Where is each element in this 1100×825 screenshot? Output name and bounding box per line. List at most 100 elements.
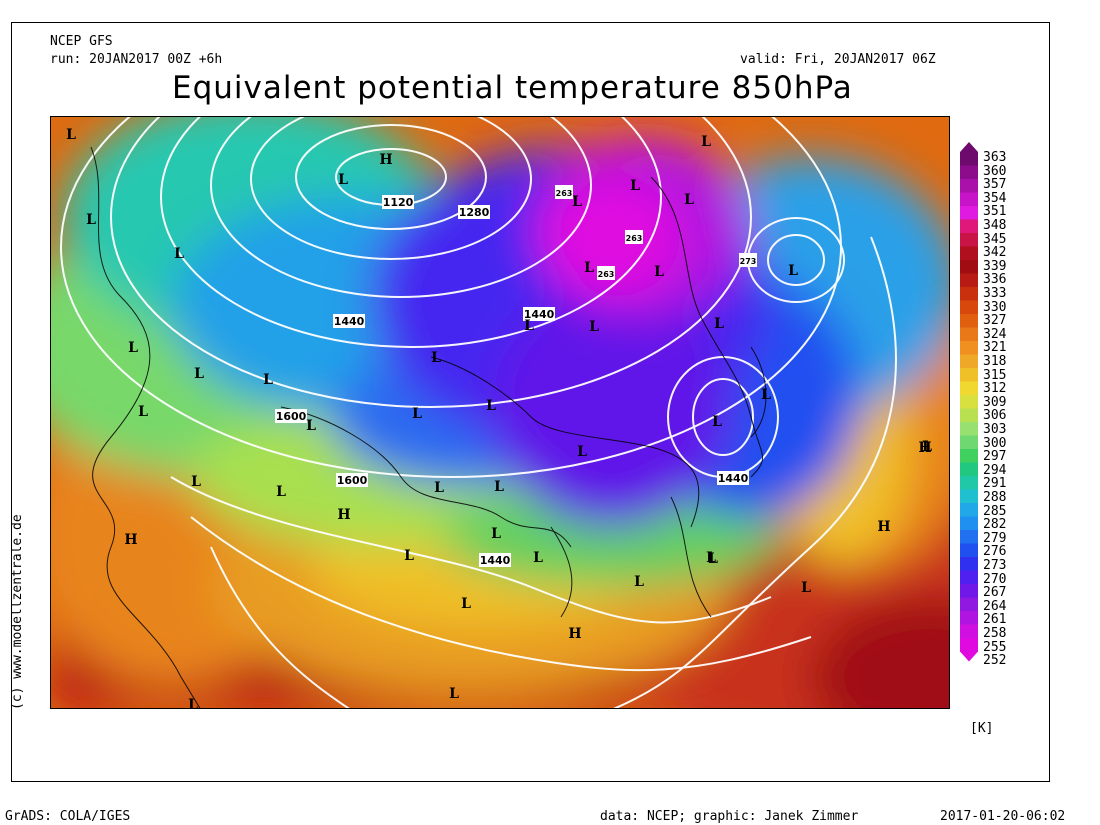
high-pressure-marker: H xyxy=(877,519,890,535)
low-pressure-marker: L xyxy=(338,172,348,188)
colorbar-tick-label: 351 xyxy=(983,204,1007,220)
colorbar-segment xyxy=(960,341,978,355)
low-pressure-marker: L xyxy=(449,686,459,702)
colorbar-tick-label: 360 xyxy=(983,163,1007,179)
low-pressure-marker: L xyxy=(404,548,414,564)
contour-label: 273 xyxy=(740,257,757,266)
colorbar-segment xyxy=(960,327,978,342)
data-credit: data: NCEP; graphic: Janek Zimmer xyxy=(600,809,859,824)
colorbar-tick-label: 273 xyxy=(983,558,1007,573)
low-pressure-marker: L xyxy=(461,596,471,612)
unit-label: [K] xyxy=(970,721,994,736)
colorbar-tick-label: 345 xyxy=(983,231,1007,247)
contour-label: 263 xyxy=(556,189,573,198)
low-pressure-marker: L xyxy=(306,418,316,434)
low-pressure-marker: L xyxy=(714,316,724,332)
colorbar-segment xyxy=(960,516,978,531)
colorbar-bottom-arrow xyxy=(960,651,978,662)
contour-label-box xyxy=(625,230,643,244)
colorbar-tick-label: 348 xyxy=(983,218,1007,233)
low-pressure-marker: L xyxy=(66,127,76,143)
colorbar-segment xyxy=(960,611,978,625)
low-pressure-marker: L xyxy=(524,318,534,334)
low-pressure-marker: L xyxy=(589,319,599,335)
low-pressure-marker: L xyxy=(654,264,664,280)
contour-label: 263 xyxy=(598,270,615,279)
colorbar-segment xyxy=(960,435,978,450)
contour-label: 1440 xyxy=(718,472,749,485)
low-pressure-marker: L xyxy=(533,550,543,566)
contour-label-box xyxy=(275,409,307,423)
colorbar-segment xyxy=(960,179,978,193)
colorbar-segment xyxy=(960,597,978,612)
figure-frame xyxy=(11,22,1050,782)
chart-title: Equivalent potential temperature 850hPa xyxy=(172,70,853,106)
high-pressure-marker: H xyxy=(124,532,137,548)
contour-label-box xyxy=(479,553,511,567)
low-pressure-marker: L xyxy=(684,192,694,208)
colorbar-tick-label: 363 xyxy=(983,150,1007,165)
colorbar-segment xyxy=(960,543,978,558)
colorbar-tick-label: 282 xyxy=(983,517,1007,533)
high-pressure-marker: H xyxy=(918,440,931,456)
contour-label: 1280 xyxy=(459,206,490,219)
low-pressure-marker: L xyxy=(922,439,932,455)
colorbar-segment xyxy=(960,408,978,423)
low-pressure-marker: L xyxy=(486,398,496,414)
colorbar-segment xyxy=(960,192,978,207)
contour-label: 1120 xyxy=(383,196,414,209)
colorbar-tick-label: 342 xyxy=(983,245,1007,261)
colorbar-tick-label: 258 xyxy=(983,626,1007,641)
colorbar-tick-label: 312 xyxy=(983,381,1007,397)
low-pressure-marker: L xyxy=(86,212,96,228)
contour-label: 1440 xyxy=(334,315,365,328)
run-label: run: 20JAN2017 00Z +6h xyxy=(50,52,223,67)
contour-label-box xyxy=(597,266,615,280)
colorbar-segment xyxy=(960,489,978,504)
low-pressure-marker: L xyxy=(194,366,204,382)
site-credit: (c) www.modellzentrale.de xyxy=(10,514,25,710)
colorbar-tick-label: 306 xyxy=(983,408,1007,424)
low-pressure-marker: L xyxy=(701,134,711,150)
low-pressure-marker: L xyxy=(412,406,422,422)
low-pressure-marker: L xyxy=(431,350,441,366)
colorbar-segment xyxy=(960,449,978,463)
temperature-field xyxy=(51,117,949,708)
colorbar-segment xyxy=(960,584,978,598)
contour-label-box xyxy=(555,185,573,199)
low-pressure-marker: L xyxy=(712,414,722,430)
software-credit: GrADS: COLA/IGES xyxy=(5,809,131,824)
colorbar-tick-label: 264 xyxy=(983,598,1007,614)
colorbar-segment xyxy=(960,503,978,517)
contour-label: 1600 xyxy=(337,474,368,487)
colorbar-tick-label: 300 xyxy=(983,435,1007,451)
colorbar-segment xyxy=(960,287,978,301)
colorbar-segment xyxy=(960,152,978,166)
colorbar-segment xyxy=(960,219,978,234)
contour-label: 1440 xyxy=(480,554,511,567)
colorbar-tick-label: 315 xyxy=(983,367,1007,383)
colorbar-segment xyxy=(960,570,978,585)
contour-label: 263 xyxy=(626,234,643,243)
colorbar-segment xyxy=(960,233,978,247)
low-pressure-marker: L xyxy=(434,480,444,496)
colorbar-segment xyxy=(960,273,978,288)
contour-label-box xyxy=(523,307,555,321)
timestamp: 2017-01-20-06:02 xyxy=(940,809,1066,824)
colorbar-tick-label: 324 xyxy=(983,326,1007,342)
colorbar-tick-label: 336 xyxy=(983,272,1007,288)
colorbar-tick-label: 297 xyxy=(983,449,1007,465)
colorbar-tick-label: 333 xyxy=(983,286,1007,301)
colorbar-tick-label: 291 xyxy=(983,476,1007,492)
colorbar-segment xyxy=(960,314,978,328)
colorbar-segment xyxy=(960,260,978,274)
contour-label-layer: 1120 1280 1440 1440 1600 1600 1440 1440 263 263 27… xyxy=(275,185,757,567)
colorbar-tick-label: 294 xyxy=(983,462,1007,478)
colorbar-tick-label: 339 xyxy=(983,258,1007,274)
contour-label-box xyxy=(717,471,749,485)
colorbar xyxy=(960,142,978,662)
colorbar-segment xyxy=(960,462,978,477)
colorbar-tick-label: 276 xyxy=(983,544,1007,560)
colorbar-top-arrow xyxy=(960,142,978,152)
low-pressure-marker: L xyxy=(276,484,286,500)
